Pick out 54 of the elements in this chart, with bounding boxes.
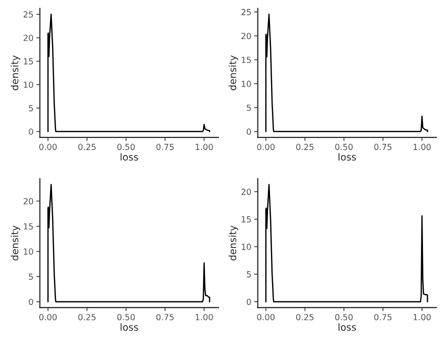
y-tick-label: 20 xyxy=(242,188,251,195)
y-tick-label: 0 xyxy=(246,128,251,135)
x-tick-label: 1.00 xyxy=(196,144,213,150)
y-tick-label: 5 xyxy=(246,104,251,111)
y-tick-label: 5 xyxy=(246,271,251,278)
x-tick-label: 0.50 xyxy=(117,144,135,150)
y-tick-label: 25 xyxy=(24,11,33,18)
y-tick-label: 15 xyxy=(24,223,33,230)
x-axis-title: loss xyxy=(338,153,356,161)
y-tick-label: 0 xyxy=(28,298,34,306)
y-tick-label: 10 xyxy=(242,80,251,87)
x-tick-label: 1.00 xyxy=(414,314,431,320)
line-series xyxy=(265,184,428,302)
x-tick-label: 0.25 xyxy=(296,144,314,150)
y-tick-label: 10 xyxy=(242,244,251,250)
x-tick-label: 0.00 xyxy=(39,314,57,320)
x-axis-title: loss xyxy=(120,153,138,161)
x-tick-label: 0.75 xyxy=(156,144,174,150)
y-axis-title: density xyxy=(10,226,20,260)
y-tick-label: 10 xyxy=(24,248,34,255)
x-tick-label: 0.50 xyxy=(335,314,353,320)
y-tick-label: 20 xyxy=(24,34,34,42)
y-tick-label: 10 xyxy=(24,82,34,88)
y-tick-label: 0 xyxy=(28,128,34,135)
y-tick-label: 20 xyxy=(242,32,251,40)
y-tick-label: 20 xyxy=(24,198,34,204)
x-tick-label: 1.00 xyxy=(414,144,431,150)
y-tick-label: 15 xyxy=(24,58,33,64)
x-axis-title: loss xyxy=(338,323,356,331)
x-tick-label: 0.00 xyxy=(257,314,275,320)
line-series xyxy=(47,14,210,132)
x-tick-label: 0.50 xyxy=(117,314,135,320)
y-tick-label: 25 xyxy=(242,8,251,16)
x-tick-label: 0.25 xyxy=(296,314,314,320)
x-tick-label: 0.25 xyxy=(78,314,96,320)
y-tick-label: 15 xyxy=(242,216,251,222)
y-axis-title: density xyxy=(228,226,238,260)
y-tick-label: 5 xyxy=(28,274,33,280)
x-axis-title: loss xyxy=(120,323,138,331)
line-series xyxy=(265,14,428,132)
y-tick-label: 5 xyxy=(28,105,33,112)
y-tick-label: 0 xyxy=(246,298,251,306)
x-tick-label: 0.75 xyxy=(374,314,392,320)
x-tick-label: 1.00 xyxy=(196,314,213,320)
x-tick-label: 0.50 xyxy=(335,144,353,150)
x-tick-label: 0.75 xyxy=(156,314,174,320)
y-axis-title: density xyxy=(10,55,20,90)
x-tick-label: 0.75 xyxy=(374,144,392,150)
y-axis-title: density xyxy=(228,55,238,90)
x-tick-label: 0.00 xyxy=(39,144,57,150)
x-tick-label: 0.00 xyxy=(257,144,275,150)
x-tick-label: 0.25 xyxy=(78,144,96,150)
line-series xyxy=(47,184,210,302)
y-tick-label: 15 xyxy=(242,56,251,64)
